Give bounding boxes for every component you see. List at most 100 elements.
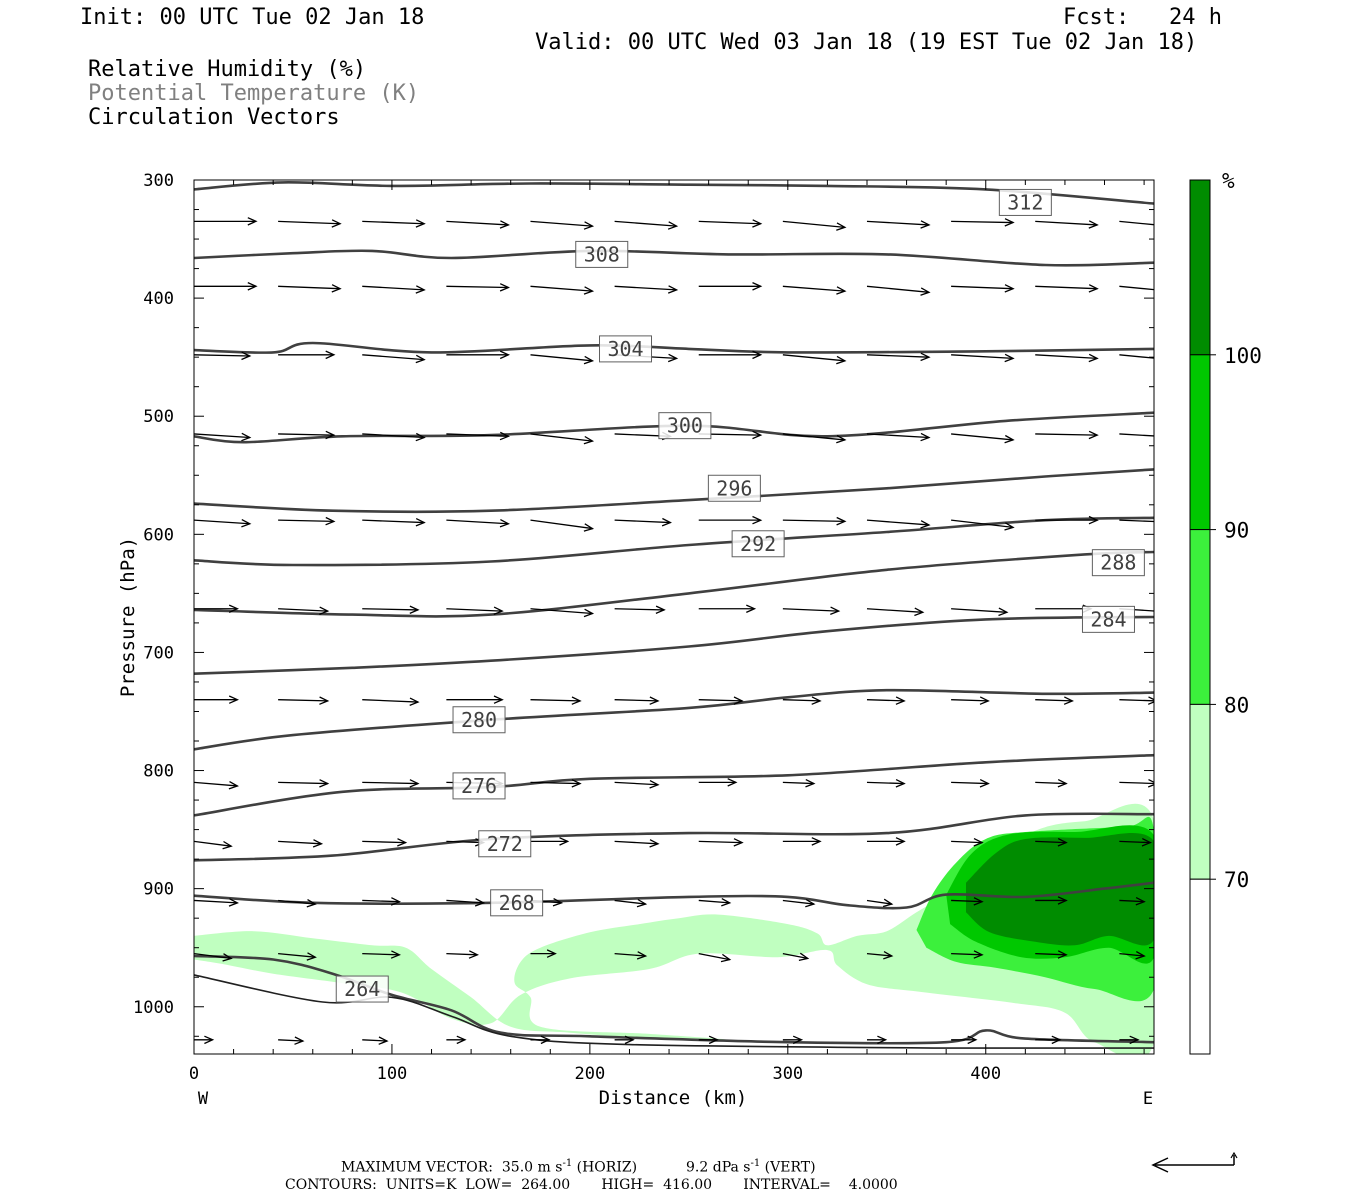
circulation-vector bbox=[1035, 779, 1068, 788]
vert-vector-value: 9.2 dPa s bbox=[686, 1159, 751, 1176]
circulation-vector bbox=[866, 1035, 888, 1045]
circulation-vector bbox=[951, 838, 984, 847]
theta-contour-288 bbox=[194, 550, 1154, 618]
circulation-vector bbox=[278, 516, 336, 526]
circulation-vector bbox=[530, 220, 595, 230]
svg-text:280: 280 bbox=[461, 708, 497, 732]
contour-label-296: 296 bbox=[707, 474, 761, 502]
svg-text:276: 276 bbox=[461, 774, 497, 798]
circulation-vector bbox=[362, 285, 426, 294]
legend-potential-temperature: Potential Temperature (K) bbox=[88, 81, 420, 106]
svg-text:312: 312 bbox=[1007, 190, 1043, 214]
circulation-vector bbox=[698, 778, 738, 787]
contour-label-280: 280 bbox=[452, 706, 506, 734]
circulation-vector bbox=[1035, 696, 1074, 705]
circulation-vector bbox=[1119, 1035, 1140, 1045]
svg-text:296: 296 bbox=[716, 476, 752, 500]
colorbar-label: 70 bbox=[1224, 868, 1249, 892]
contour-label-268: 268 bbox=[490, 889, 544, 917]
circulation-vector bbox=[698, 350, 763, 360]
theta-contour-lowest bbox=[194, 974, 1154, 1050]
circulation-vector bbox=[194, 1035, 215, 1045]
x-tick-label: 100 bbox=[377, 1064, 408, 1084]
circulation-vector bbox=[530, 433, 595, 445]
circulation-vector bbox=[614, 1035, 635, 1045]
circulation-vector bbox=[866, 519, 931, 529]
theta-contour-308 bbox=[194, 249, 1154, 267]
reference-vector-icon bbox=[1151, 1151, 1238, 1173]
theta-contour-292 bbox=[194, 516, 1154, 567]
theta-contour-264 bbox=[194, 954, 1154, 1045]
circulation-vector bbox=[278, 606, 330, 616]
svg-text:288: 288 bbox=[1100, 551, 1136, 575]
circulation-vector bbox=[530, 285, 595, 295]
circulation-vector bbox=[866, 898, 894, 908]
circulation-vector bbox=[782, 285, 847, 295]
circulation-vector bbox=[362, 518, 426, 527]
circulation-vector-layer bbox=[194, 217, 1154, 1045]
colorbar-label: 80 bbox=[1224, 693, 1249, 717]
circulation-vector bbox=[951, 353, 1015, 363]
circulation-vector bbox=[194, 604, 239, 613]
y-tick-label: 400 bbox=[143, 289, 174, 309]
svg-text:292: 292 bbox=[740, 532, 776, 556]
circulation-vector bbox=[614, 839, 660, 848]
colorbar-label: 90 bbox=[1224, 519, 1249, 543]
theta-contour-268 bbox=[194, 881, 1154, 910]
circulation-vector bbox=[951, 284, 1015, 293]
circulation-vector bbox=[194, 952, 233, 962]
circulation-vector bbox=[1119, 354, 1154, 359]
circulation-vector bbox=[194, 282, 258, 291]
circulation-vector bbox=[951, 607, 1009, 617]
circulation-vector bbox=[1035, 430, 1099, 440]
circulation-vector bbox=[782, 898, 816, 908]
svg-text:264: 264 bbox=[344, 977, 380, 1001]
circulation-vector bbox=[1035, 1035, 1062, 1045]
circulation-vector bbox=[698, 282, 763, 291]
circulation-vector bbox=[278, 219, 342, 228]
circulation-vector bbox=[614, 605, 666, 614]
circulation-vector bbox=[951, 433, 1015, 444]
svg-text:268: 268 bbox=[499, 891, 535, 915]
circulation-vector bbox=[1119, 838, 1152, 847]
x-tick-label: 300 bbox=[772, 1064, 803, 1084]
circulation-vector bbox=[530, 354, 595, 365]
circulation-vector bbox=[1035, 896, 1068, 905]
colorbar-label: 100 bbox=[1224, 344, 1262, 368]
circulation-vector bbox=[362, 1036, 389, 1045]
circulation-vector bbox=[1035, 950, 1068, 959]
circulation-vector bbox=[530, 837, 570, 846]
circulation-vector bbox=[446, 695, 504, 704]
circulation-vector bbox=[530, 949, 557, 958]
circulation-vector bbox=[278, 779, 330, 788]
circulation-vector bbox=[698, 219, 763, 228]
circulation-vector bbox=[446, 606, 504, 616]
circulation-vector bbox=[362, 950, 401, 959]
circulation-vector bbox=[530, 1035, 551, 1045]
theta-contour-276 bbox=[194, 753, 1154, 817]
circulation-vector bbox=[362, 219, 426, 228]
circulation-vector bbox=[614, 220, 679, 230]
circulation-vector bbox=[1035, 284, 1099, 293]
valid-time-label: Valid: 00 UTC Wed 03 Jan 18 (19 EST Tue … bbox=[535, 30, 1198, 55]
circulation-vector bbox=[362, 897, 401, 906]
circulation-vector bbox=[1119, 220, 1154, 226]
circulation-vector bbox=[278, 350, 336, 360]
circulation-vector bbox=[278, 899, 317, 908]
circulation-vector bbox=[951, 218, 1015, 227]
init-time-label: Init: 00 UTC Tue 02 Jan 18 bbox=[80, 5, 425, 30]
x-axis-title: Distance (km) bbox=[599, 1087, 748, 1109]
contour-label-layer: 312 308 304 300 296 292 288 284 280 276 272 268 264 bbox=[335, 188, 1145, 1003]
circulation-vector bbox=[698, 604, 757, 613]
circulation-vector bbox=[530, 608, 595, 618]
circulation-vector bbox=[614, 780, 660, 789]
circulation-vector bbox=[278, 952, 317, 961]
circulation-vector bbox=[362, 432, 426, 442]
circulation-vector bbox=[1119, 897, 1146, 906]
x-tick-label: 0 bbox=[189, 1064, 199, 1084]
circulation-vector bbox=[1035, 515, 1099, 525]
circulation-vector bbox=[782, 952, 810, 962]
circulation-vector bbox=[194, 898, 239, 907]
circulation-vector bbox=[951, 519, 1015, 531]
